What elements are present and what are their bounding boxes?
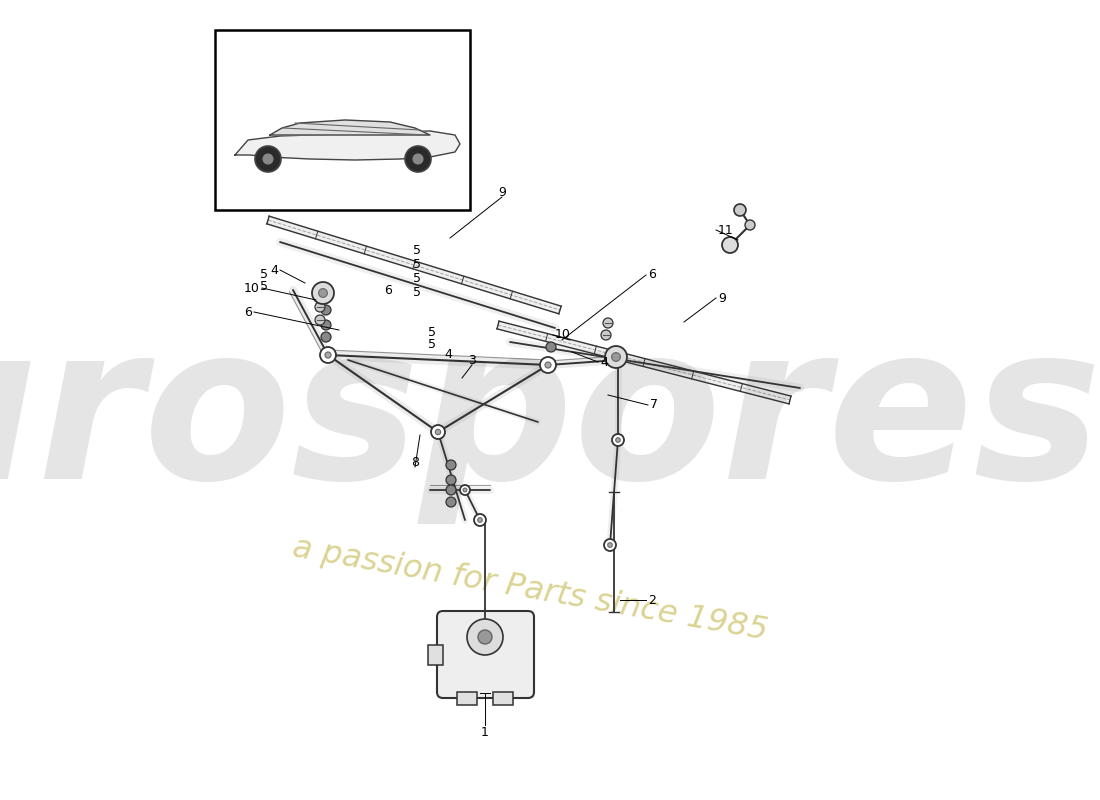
Text: 5: 5 (412, 243, 421, 257)
Circle shape (478, 630, 492, 644)
Text: 5: 5 (428, 326, 436, 338)
Text: 6: 6 (244, 306, 252, 318)
Circle shape (477, 518, 482, 522)
Circle shape (431, 425, 446, 439)
Circle shape (612, 434, 624, 446)
Text: 6: 6 (648, 269, 656, 282)
Text: 5: 5 (412, 286, 421, 298)
Circle shape (474, 514, 486, 526)
Polygon shape (497, 321, 791, 404)
Circle shape (405, 146, 431, 172)
Text: 5: 5 (260, 269, 268, 282)
Text: 4: 4 (600, 355, 608, 369)
Bar (493, 692, 513, 705)
Circle shape (463, 488, 466, 492)
Text: 8: 8 (411, 455, 419, 469)
Circle shape (324, 352, 331, 358)
Circle shape (612, 353, 620, 362)
Text: 4: 4 (444, 349, 452, 362)
Circle shape (544, 362, 551, 368)
FancyBboxPatch shape (437, 611, 534, 698)
Polygon shape (235, 131, 460, 160)
Circle shape (546, 342, 556, 352)
Circle shape (255, 146, 280, 172)
Circle shape (319, 289, 328, 298)
Text: 11: 11 (718, 223, 734, 237)
Text: 10: 10 (244, 282, 260, 294)
Circle shape (321, 332, 331, 342)
Text: 5: 5 (412, 271, 421, 285)
Text: 7: 7 (650, 398, 658, 411)
Circle shape (745, 220, 755, 230)
Circle shape (604, 539, 616, 551)
Circle shape (603, 318, 613, 328)
Text: 4: 4 (271, 263, 278, 277)
Circle shape (321, 305, 331, 315)
Circle shape (722, 237, 738, 253)
Circle shape (315, 302, 324, 312)
Circle shape (446, 460, 456, 470)
Circle shape (446, 475, 456, 485)
Text: 1: 1 (481, 726, 488, 738)
Circle shape (734, 204, 746, 216)
Circle shape (446, 497, 456, 507)
Text: eurospores: eurospores (0, 315, 1100, 525)
Circle shape (540, 357, 556, 373)
Circle shape (468, 619, 503, 655)
Text: 3: 3 (469, 354, 476, 366)
Circle shape (320, 347, 336, 363)
Text: 10: 10 (556, 329, 571, 342)
Circle shape (412, 154, 424, 164)
Text: 5: 5 (428, 338, 436, 351)
Circle shape (436, 430, 441, 434)
Circle shape (263, 154, 273, 164)
Text: 5: 5 (412, 258, 421, 270)
Text: 5: 5 (260, 281, 268, 294)
Bar (214, 30, 470, 210)
Circle shape (460, 485, 470, 495)
Circle shape (601, 330, 610, 340)
Circle shape (607, 542, 613, 547)
Circle shape (446, 485, 456, 495)
Text: 6: 6 (384, 283, 392, 297)
Circle shape (321, 320, 331, 330)
Polygon shape (270, 120, 430, 135)
Circle shape (605, 346, 627, 368)
Text: 9: 9 (718, 291, 726, 305)
Circle shape (312, 282, 334, 304)
Text: a passion for Parts since 1985: a passion for Parts since 1985 (290, 533, 770, 647)
Bar (428, 645, 443, 665)
Text: 9: 9 (498, 186, 506, 198)
Polygon shape (267, 216, 561, 314)
Circle shape (315, 315, 324, 325)
Circle shape (616, 438, 620, 442)
Bar (456, 692, 477, 705)
Text: 2: 2 (648, 594, 656, 606)
